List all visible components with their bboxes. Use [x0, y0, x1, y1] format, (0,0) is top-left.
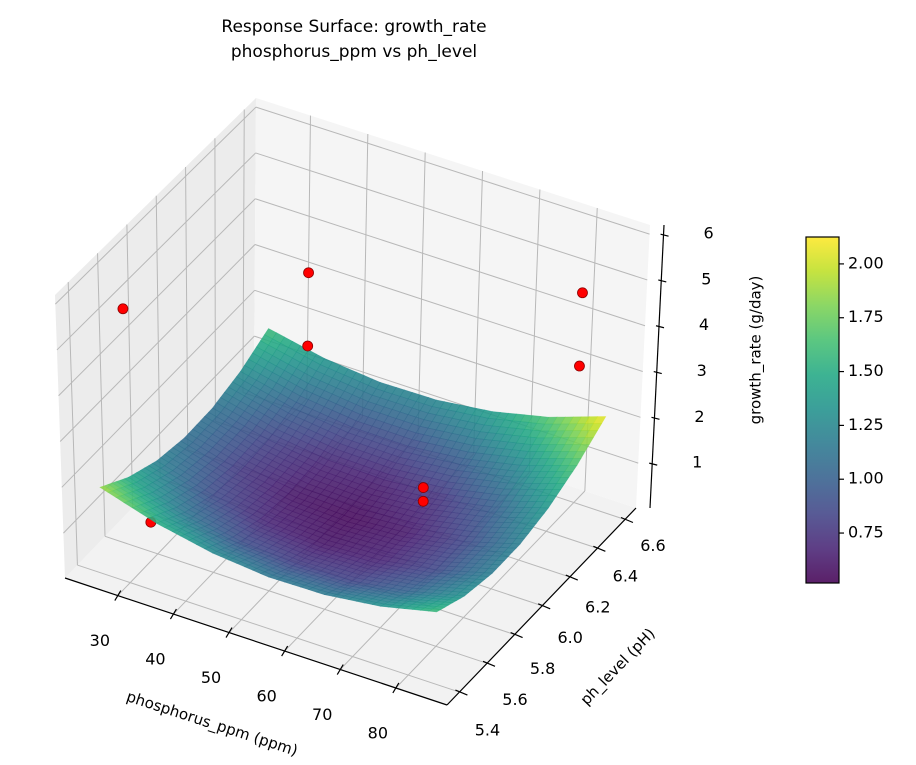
y-tick-label: 5.6 [502, 690, 527, 709]
colorbar-tick-label: 1.50 [848, 361, 884, 380]
tick-labels: 30 40 50 60 70 80 5.45.65.86.06.26.46.6 1 2 3 4 5 6 [90, 224, 714, 743]
gridline-y-left [185, 167, 189, 451]
gridline-z-back [255, 198, 646, 327]
z-tick-label: 4 [699, 315, 709, 334]
x-tick-label: 80 [368, 723, 388, 742]
gridline-y-left [155, 195, 161, 479]
data-point [302, 340, 314, 352]
z-tick-mark [655, 325, 665, 329]
gridline-y-left [67, 282, 78, 566]
colorbar-tick-label: 1.75 [848, 307, 884, 326]
data-point [417, 482, 429, 493]
data-point [577, 287, 588, 299]
y-tick-mark [565, 574, 579, 581]
y-tick-mark [620, 516, 634, 524]
chart-subtitle: phosphorus_ppm vs ph_level [231, 42, 477, 62]
x-tick-label: 60 [256, 687, 276, 706]
gridline-z-left [54, 106, 257, 305]
y-tick-mark [482, 660, 496, 667]
gridline-z-left [61, 289, 255, 488]
y-tick-label: 6.0 [557, 628, 582, 647]
gridline-x-floor [395, 490, 586, 689]
chart-title: Response Surface: growth_rate [221, 17, 486, 37]
axes-lines [64, 224, 669, 706]
data-point [303, 267, 314, 279]
gridline-y-floor [104, 535, 488, 664]
gridline-z-back [254, 289, 641, 418]
y-tick-label: 5.4 [475, 721, 500, 740]
colorbar-tick-label: 0.75 [848, 523, 884, 542]
y-tick-label: 6.2 [585, 597, 610, 616]
gridline-z-left [63, 335, 255, 534]
data-point [417, 495, 429, 507]
z-tick-mark [660, 233, 669, 237]
z-tick-mark [649, 462, 658, 466]
data-point [117, 303, 129, 315]
y-tick-mark [510, 631, 523, 639]
colorbar: 0.75 1.00 1.25 1.50 1.75 2.00 [805, 236, 884, 584]
z-tick-label: 6 [703, 224, 713, 243]
colorbar-tick-label: 2.00 [848, 253, 884, 272]
gridline-x-back [473, 171, 484, 455]
x-tick-label: 70 [312, 705, 332, 724]
z-tick-mark [651, 416, 660, 420]
gridline-z-back [255, 152, 648, 281]
x-tick-label: 50 [201, 668, 221, 687]
gridline-z-left [59, 244, 256, 442]
z-tick-label: 2 [694, 407, 704, 426]
y-axis-label: ph_level (pH) [577, 625, 660, 710]
colorbar-gradient [806, 237, 839, 583]
gridline-z-back [255, 106, 650, 235]
gridline-y-floor [77, 564, 460, 693]
surface-patch [427, 608, 442, 613]
gridline-x-back [361, 134, 369, 418]
gridline-z-left [58, 198, 256, 397]
scatter-front [117, 267, 588, 507]
z-axis-label: growth_rate (g/day) [747, 276, 766, 425]
colorbar-frame [805, 236, 840, 584]
z-tick-label: 5 [701, 269, 711, 288]
surface-mesh [99, 328, 607, 613]
gridline-z-left [56, 152, 256, 351]
z-tick-mark [658, 279, 667, 283]
z-tick-mark [653, 370, 662, 375]
gridline-z-back [254, 244, 643, 373]
x-tick-label: 30 [90, 631, 110, 650]
z-tick-label: 1 [692, 453, 702, 472]
x-tick-mark [281, 645, 289, 657]
gridline-y-left [242, 109, 245, 393]
z-tick-label: 3 [697, 361, 707, 380]
data-point [574, 360, 585, 372]
x-tick-mark [225, 627, 233, 638]
x-axis-line [64, 577, 448, 706]
y-axis-line [446, 507, 637, 706]
colorbar-tick-label: 1.00 [848, 469, 884, 488]
gridline-y-left [126, 224, 134, 508]
y-tick-label: 5.8 [530, 659, 555, 678]
y-tick-label: 6.6 [640, 536, 665, 555]
x-tick-mark [392, 682, 400, 694]
y-tick-mark [537, 603, 551, 610]
x-tick-mark [169, 608, 177, 620]
x-tick-label: 40 [145, 650, 165, 669]
colorbar-tick-label: 1.25 [848, 415, 884, 434]
x-tick-mark [114, 590, 122, 601]
left-pane [55, 98, 256, 578]
x-tick-mark [336, 664, 344, 675]
z-axis-line [649, 224, 665, 509]
gridline-x-back [417, 152, 426, 436]
y-tick-mark [593, 545, 606, 552]
y-tick-label: 6.4 [613, 567, 638, 586]
y-tick-mark [455, 689, 468, 696]
